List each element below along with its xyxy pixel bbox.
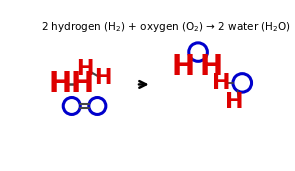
Text: H: H	[49, 70, 72, 98]
Text: 2 hydrogen (H$_2$) + oxygen (O$_2$) → 2 water (H$_2$O): 2 hydrogen (H$_2$) + oxygen (O$_2$) → 2 …	[41, 20, 291, 34]
Text: H: H	[70, 70, 94, 98]
Text: H: H	[212, 73, 231, 93]
Text: H: H	[171, 54, 194, 82]
Text: H: H	[225, 92, 244, 112]
Text: H: H	[200, 54, 223, 82]
Text: H: H	[94, 68, 112, 88]
Text: H: H	[76, 59, 94, 79]
